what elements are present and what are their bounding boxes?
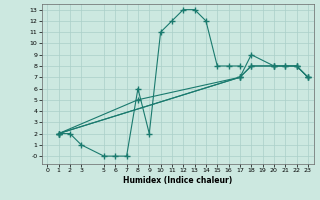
X-axis label: Humidex (Indice chaleur): Humidex (Indice chaleur)	[123, 176, 232, 185]
